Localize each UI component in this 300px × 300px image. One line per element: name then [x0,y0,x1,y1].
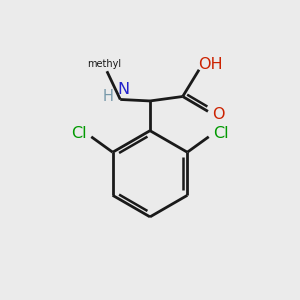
Text: N: N [118,82,130,98]
Text: methyl: methyl [87,59,121,69]
Text: O: O [212,107,225,122]
Text: Cl: Cl [71,126,87,141]
Text: H: H [102,89,113,104]
Text: OH: OH [198,57,223,72]
Text: Cl: Cl [213,126,229,141]
